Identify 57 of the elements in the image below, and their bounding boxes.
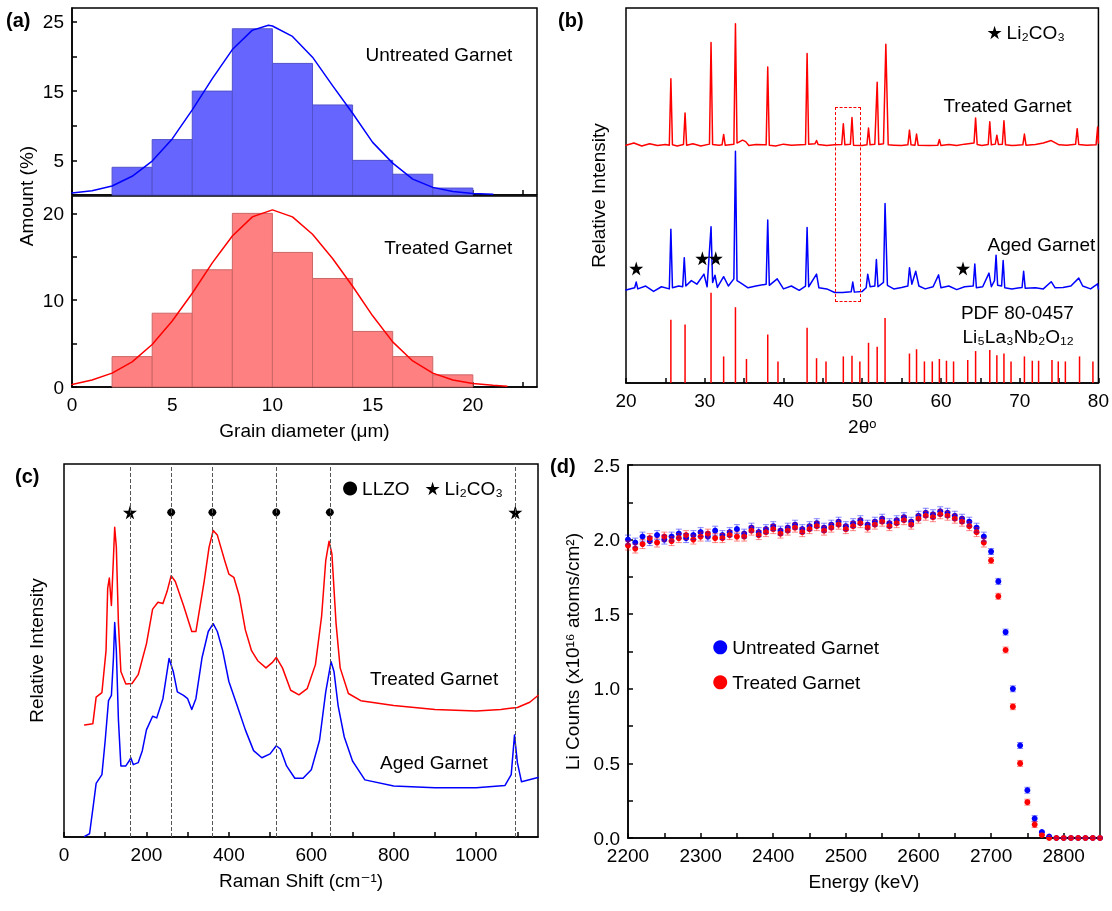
series-label: Aged Garnet — [380, 751, 489, 773]
annotation: Treated Garnet — [384, 237, 514, 259]
x-axis-title: Raman Shift (cm⁻¹) — [218, 870, 384, 891]
text: (d) — [550, 455, 576, 477]
x-axis-title: Energy (keV) — [808, 871, 920, 892]
x-tick-label: 600 — [295, 844, 328, 865]
x-tick-label: 50 — [851, 390, 873, 411]
legend-label: LLZO — [362, 478, 410, 499]
x-tick-label: 0 — [66, 394, 78, 415]
text: (c) — [15, 465, 40, 487]
x-tick-label: 200 — [130, 844, 163, 865]
annotation: Untreated Garnet — [365, 44, 514, 66]
y-tick-label: 2.5 — [593, 454, 620, 476]
series-label: Treated Garnet — [370, 667, 499, 689]
x-tick-label: 15 — [362, 394, 384, 415]
y-axis-title: Li Counts (x10¹⁶ atoms/cm²) — [562, 533, 583, 770]
y-tick-label: 1.5 — [593, 603, 620, 625]
legend-label: Untreated Garnet — [732, 636, 880, 658]
x-tick-label: 60 — [930, 390, 952, 411]
text: (b) — [558, 9, 584, 31]
x-axis-title: Grain diameter (μm) — [219, 420, 390, 441]
series-label: Aged Garnet — [987, 233, 1096, 255]
legend-label: Li₂CO₃ — [444, 478, 504, 499]
x-tick-label: 2800 — [1042, 845, 1085, 866]
x-tick-label: 2400 — [752, 845, 795, 866]
x-tick-label: 70 — [1009, 390, 1031, 411]
x-tick-label: 40 — [772, 390, 795, 411]
y-tick-label: 0.5 — [593, 752, 620, 774]
legend-label: Li₂CO₃ — [1006, 22, 1066, 43]
y-tick-label: 20 — [42, 202, 64, 224]
y-tick-label: 2.0 — [593, 529, 620, 551]
y-tick-label: 10 — [42, 289, 64, 311]
x-tick-label: 10 — [261, 394, 283, 415]
y-axis-title: Relative Intensity — [25, 577, 47, 723]
x-tick-label: 2300 — [679, 845, 722, 866]
y-tick-label: 5 — [53, 149, 64, 171]
x-tick-label: 1000 — [455, 844, 498, 865]
x-tick-label: 2700 — [969, 845, 1013, 866]
x-tick-label: 20 — [615, 390, 637, 411]
y-tick-label: 15 — [42, 80, 64, 102]
x-tick-label: 2500 — [824, 845, 867, 866]
x-tick-label: 2600 — [897, 845, 940, 866]
x-axis-title: 2θᵒ — [848, 416, 877, 437]
legend-label: Treated Garnet — [732, 671, 862, 693]
x-tick-label: 80 — [1087, 390, 1109, 411]
x-tick-label: 400 — [213, 844, 245, 865]
y-tick-label: 1.0 — [593, 678, 620, 700]
y-tick-label: 25 — [42, 11, 64, 33]
x-tick-label: 20 — [462, 394, 484, 415]
x-tick-label: 30 — [694, 390, 716, 411]
series-label: PDF 80-0457 Li₅La₃Nb₂O₁₂ — [960, 302, 1074, 348]
x-tick-label: 5 — [166, 394, 178, 415]
x-tick-label: 800 — [377, 844, 410, 865]
text: (a) — [6, 9, 31, 31]
y-axis-title: Relative Intensity — [587, 122, 609, 268]
y-axis-title: Amount (%) — [15, 145, 37, 247]
series-label: Treated Garnet — [943, 95, 1073, 116]
